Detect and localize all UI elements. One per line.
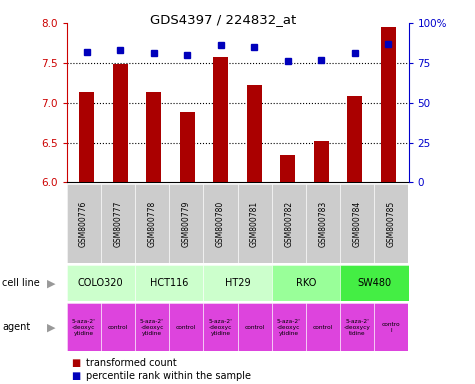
Text: control: control: [245, 325, 265, 330]
Text: ▶: ▶: [47, 278, 55, 288]
Text: ■: ■: [71, 358, 80, 368]
Text: GSM800784: GSM800784: [353, 200, 361, 247]
Bar: [314, 141, 329, 182]
Text: percentile rank within the sample: percentile rank within the sample: [86, 371, 250, 381]
Bar: [280, 154, 295, 182]
Text: GSM800782: GSM800782: [285, 200, 293, 247]
Text: GSM800783: GSM800783: [319, 200, 327, 247]
Text: GSM800776: GSM800776: [79, 200, 88, 247]
Bar: [213, 56, 228, 182]
Bar: [247, 85, 262, 182]
Text: GSM800785: GSM800785: [387, 200, 396, 247]
Text: agent: agent: [2, 322, 30, 333]
Text: GSM800781: GSM800781: [250, 200, 259, 247]
Text: ▶: ▶: [47, 322, 55, 333]
Bar: [113, 65, 128, 182]
Text: 5-aza-2'
-deoxyc
ytidine: 5-aza-2' -deoxyc ytidine: [72, 319, 95, 336]
Text: GDS4397 / 224832_at: GDS4397 / 224832_at: [150, 13, 296, 26]
Text: control: control: [108, 325, 128, 330]
Text: ■: ■: [71, 371, 80, 381]
Text: RKO: RKO: [296, 278, 316, 288]
Text: HCT116: HCT116: [150, 278, 188, 288]
Bar: [381, 27, 396, 182]
Text: COLO320: COLO320: [78, 278, 124, 288]
Text: control: control: [176, 325, 196, 330]
Text: transformed count: transformed count: [86, 358, 176, 368]
Text: 5-aza-2'
-deoxycy
tidine: 5-aza-2' -deoxycy tidine: [344, 319, 370, 336]
Text: contro
l: contro l: [382, 322, 401, 333]
Text: GSM800778: GSM800778: [148, 200, 156, 247]
Text: 5-aza-2'
-deoxyc
ytidine: 5-aza-2' -deoxyc ytidine: [140, 319, 164, 336]
Text: GSM800779: GSM800779: [182, 200, 190, 247]
Text: HT29: HT29: [225, 278, 250, 288]
Text: cell line: cell line: [2, 278, 40, 288]
Bar: [180, 112, 195, 182]
Text: SW480: SW480: [357, 278, 391, 288]
Bar: [146, 93, 161, 182]
Text: control: control: [313, 325, 333, 330]
Text: GSM800777: GSM800777: [114, 200, 122, 247]
Bar: [79, 93, 94, 182]
Text: GSM800780: GSM800780: [216, 200, 225, 247]
Text: 5-aza-2'
-deoxyc
ytidine: 5-aza-2' -deoxyc ytidine: [209, 319, 232, 336]
Bar: [347, 96, 362, 182]
Text: 5-aza-2'
-deoxyc
ytidine: 5-aza-2' -deoxyc ytidine: [277, 319, 301, 336]
